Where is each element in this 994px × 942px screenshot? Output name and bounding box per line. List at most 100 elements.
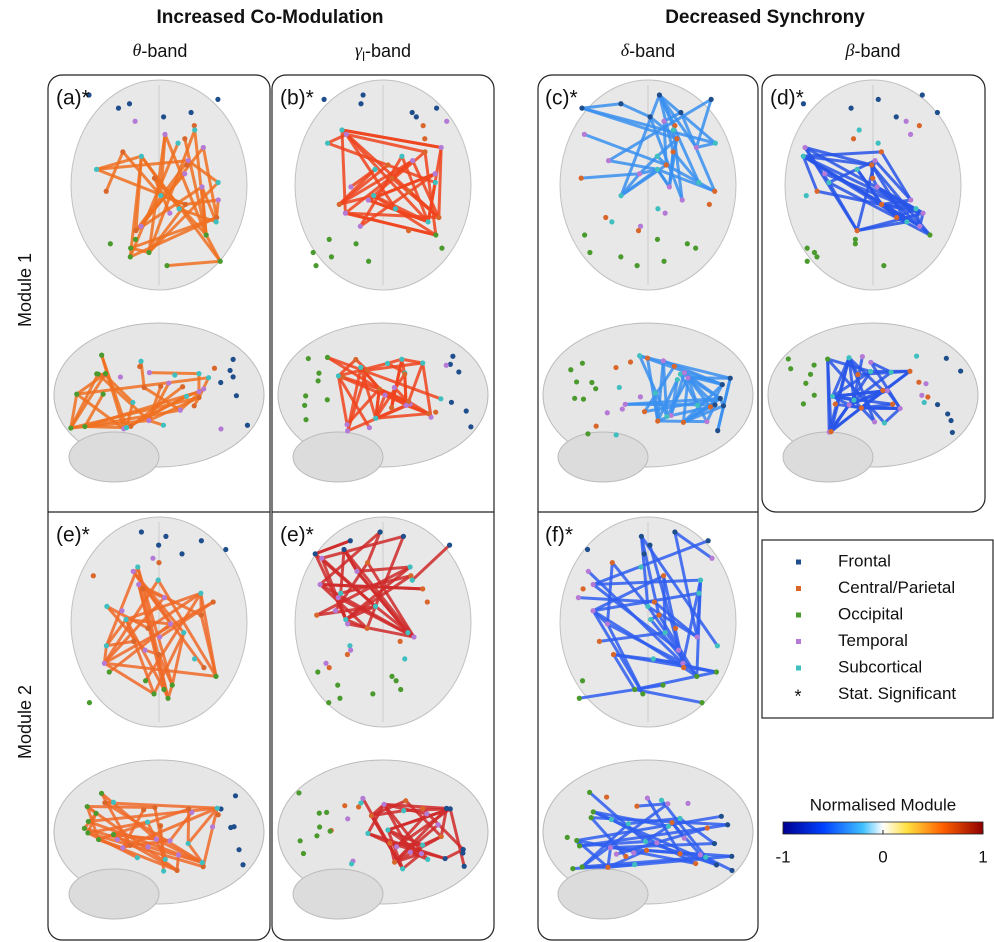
node [908, 132, 913, 137]
node [360, 92, 365, 97]
node [133, 237, 138, 242]
node [303, 417, 308, 422]
node [354, 569, 359, 574]
node [344, 132, 349, 137]
node [654, 840, 659, 845]
node [366, 259, 371, 264]
node [815, 189, 820, 194]
node [681, 665, 686, 670]
node [410, 578, 415, 583]
node [165, 696, 170, 701]
node [729, 868, 734, 873]
node [587, 790, 592, 795]
node [880, 388, 885, 393]
node [605, 410, 610, 415]
node [925, 394, 930, 399]
node [653, 391, 658, 396]
node [935, 402, 940, 407]
node [894, 215, 899, 220]
node [189, 110, 194, 115]
node [894, 114, 899, 119]
node [950, 430, 955, 435]
band-text: -band [629, 41, 675, 61]
node [634, 804, 639, 809]
node [325, 397, 330, 402]
node [802, 145, 807, 150]
node [145, 844, 150, 849]
node [663, 211, 668, 216]
node [141, 807, 146, 812]
node [945, 411, 950, 416]
node [315, 669, 320, 674]
node [339, 127, 344, 132]
node [389, 674, 394, 679]
node [400, 866, 405, 871]
legend-label: Subcortical [838, 657, 922, 676]
node [808, 372, 813, 377]
node [847, 402, 852, 407]
node [655, 418, 660, 423]
node [393, 206, 398, 211]
node [172, 372, 177, 377]
node [420, 360, 425, 365]
node [317, 824, 322, 829]
node [182, 171, 187, 176]
node [869, 162, 874, 167]
node [637, 171, 642, 176]
node [608, 845, 613, 850]
node [425, 219, 430, 224]
node [851, 398, 856, 403]
node [879, 149, 884, 154]
panel-label: (b)* [280, 87, 314, 110]
node [468, 424, 473, 429]
node [94, 371, 99, 376]
node [175, 141, 180, 146]
node [721, 403, 726, 408]
node [663, 630, 668, 635]
node [326, 700, 331, 705]
node [318, 582, 323, 587]
node [855, 228, 860, 233]
node [464, 408, 469, 413]
node [118, 374, 123, 379]
node [215, 97, 220, 102]
node [425, 599, 430, 604]
node [712, 841, 717, 846]
node [703, 855, 708, 860]
node [672, 529, 677, 534]
node [306, 356, 311, 361]
panel-label: (c)* [545, 87, 578, 110]
node [198, 591, 203, 596]
brain-cerebellum [558, 869, 648, 919]
brain-cerebellum [69, 869, 159, 919]
node [568, 367, 573, 372]
node [111, 800, 116, 805]
node [614, 852, 619, 857]
node [68, 425, 73, 430]
node [387, 841, 392, 846]
node [399, 357, 404, 362]
node [667, 184, 672, 189]
node [665, 801, 670, 806]
node [137, 364, 142, 369]
node [652, 599, 657, 604]
node [714, 669, 719, 674]
legend-label: Central/Parietal [838, 578, 955, 597]
node [405, 630, 410, 635]
node [860, 354, 865, 359]
node [709, 97, 714, 102]
group-title: Increased Co-Modulation [157, 7, 384, 28]
node [671, 149, 676, 154]
node [150, 556, 155, 561]
node [645, 604, 650, 609]
node [589, 815, 594, 820]
node [872, 158, 877, 163]
node [655, 154, 660, 159]
node [186, 841, 191, 846]
node [158, 193, 163, 198]
node [675, 377, 680, 382]
legend-label: Occipital [838, 604, 903, 623]
node [669, 820, 674, 825]
node [618, 193, 623, 198]
node [641, 551, 646, 556]
